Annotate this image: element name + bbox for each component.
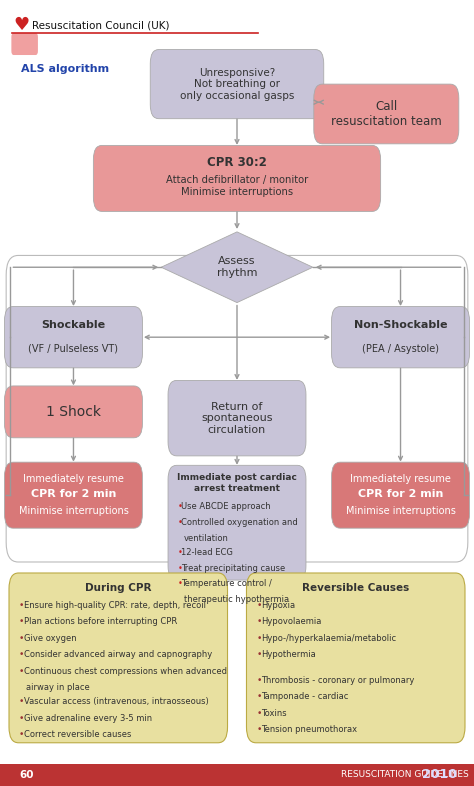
Text: 2010: 2010	[422, 769, 457, 781]
Text: Attach defibrillator / monitor
Minimise interruptions: Attach defibrillator / monitor Minimise …	[166, 175, 308, 197]
Text: airway in place: airway in place	[26, 683, 90, 692]
Text: Tamponade - cardiac: Tamponade - cardiac	[261, 692, 348, 701]
Text: Return of
spontaneous
circulation: Return of spontaneous circulation	[201, 402, 273, 435]
Text: •: •	[256, 692, 262, 701]
Text: •: •	[256, 709, 262, 718]
FancyBboxPatch shape	[168, 465, 306, 580]
Text: Ensure high-quality CPR: rate, depth, recoil: Ensure high-quality CPR: rate, depth, re…	[24, 601, 206, 609]
FancyBboxPatch shape	[150, 50, 324, 119]
Text: Hypovolaemia: Hypovolaemia	[261, 617, 321, 626]
FancyBboxPatch shape	[5, 307, 142, 368]
Text: CPR for 2 min: CPR for 2 min	[31, 489, 116, 498]
FancyBboxPatch shape	[331, 307, 469, 368]
Text: Continuous chest compressions when advanced: Continuous chest compressions when advan…	[24, 667, 227, 675]
Text: Correct reversible causes: Correct reversible causes	[24, 730, 131, 739]
Text: •: •	[19, 617, 24, 626]
Text: Vascular access (intravenous, intraosseous): Vascular access (intravenous, intraosseo…	[24, 697, 209, 706]
Text: RESUSCITATION GUIDELINES: RESUSCITATION GUIDELINES	[341, 770, 469, 780]
Text: 60: 60	[19, 770, 34, 780]
Text: Shockable: Shockable	[41, 321, 106, 330]
FancyBboxPatch shape	[314, 84, 459, 144]
FancyBboxPatch shape	[93, 145, 381, 211]
Text: During CPR: During CPR	[85, 583, 152, 593]
Text: Controlled oxygenation and: Controlled oxygenation and	[182, 518, 298, 527]
Polygon shape	[161, 232, 313, 303]
Text: •: •	[256, 676, 262, 685]
Text: •: •	[178, 518, 183, 527]
Text: •: •	[178, 579, 183, 588]
Text: •: •	[19, 650, 24, 659]
Text: •: •	[19, 697, 24, 706]
Text: •: •	[19, 714, 24, 722]
Text: Give adrenaline every 3-5 min: Give adrenaline every 3-5 min	[24, 714, 152, 722]
Text: Non-Shockable: Non-Shockable	[354, 321, 447, 330]
Text: CPR for 2 min: CPR for 2 min	[358, 489, 443, 498]
Text: ♥: ♥	[13, 17, 29, 34]
FancyBboxPatch shape	[5, 386, 142, 438]
Text: Immediately resume: Immediately resume	[23, 475, 124, 484]
Text: arrest treatment: arrest treatment	[194, 483, 280, 493]
Text: ventilation: ventilation	[184, 534, 228, 542]
Text: •: •	[256, 617, 262, 626]
Text: Immediately resume: Immediately resume	[350, 475, 451, 484]
Text: Treat precipitating cause: Treat precipitating cause	[182, 564, 285, 572]
Text: Minimise interruptions: Minimise interruptions	[346, 506, 456, 516]
Text: •: •	[19, 634, 24, 642]
FancyBboxPatch shape	[331, 462, 469, 528]
Text: •: •	[178, 548, 183, 556]
FancyBboxPatch shape	[11, 33, 38, 55]
FancyBboxPatch shape	[9, 573, 228, 743]
Text: •: •	[178, 564, 183, 572]
Text: Hypoxia: Hypoxia	[261, 601, 295, 609]
FancyBboxPatch shape	[0, 764, 474, 786]
Text: Hypo-/hyperkalaemia/metabolic: Hypo-/hyperkalaemia/metabolic	[261, 634, 396, 642]
Text: (VF / Pulseless VT): (VF / Pulseless VT)	[28, 344, 118, 354]
Text: Hypothermia: Hypothermia	[261, 650, 316, 659]
FancyBboxPatch shape	[5, 462, 142, 528]
Text: Thrombosis - coronary or pulmonary: Thrombosis - coronary or pulmonary	[261, 676, 415, 685]
Text: Call
resuscitation team: Call resuscitation team	[331, 100, 442, 128]
Text: 1 Shock: 1 Shock	[46, 405, 101, 419]
Text: ALS algorithm: ALS algorithm	[21, 64, 109, 74]
Text: (PEA / Asystole): (PEA / Asystole)	[362, 344, 439, 354]
Text: Use ABCDE approach: Use ABCDE approach	[182, 502, 271, 511]
Text: Reversible Causes: Reversible Causes	[302, 583, 410, 593]
Text: Assess
rhythm: Assess rhythm	[217, 256, 257, 278]
Text: therapeutic hypothermia: therapeutic hypothermia	[184, 595, 289, 604]
Text: Consider advanced airway and capnography: Consider advanced airway and capnography	[24, 650, 212, 659]
Text: •: •	[19, 667, 24, 675]
FancyBboxPatch shape	[246, 573, 465, 743]
Text: •: •	[19, 601, 24, 609]
Text: Temperature control /: Temperature control /	[182, 579, 272, 588]
Text: •: •	[19, 730, 24, 739]
Text: •: •	[256, 634, 262, 642]
Text: Minimise interruptions: Minimise interruptions	[18, 506, 128, 516]
Text: Plan actions before interrupting CPR: Plan actions before interrupting CPR	[24, 617, 177, 626]
Text: Resuscitation Council (UK): Resuscitation Council (UK)	[32, 20, 170, 30]
Text: Tension pneumothorax: Tension pneumothorax	[261, 725, 357, 734]
Text: Give oxygen: Give oxygen	[24, 634, 76, 642]
Text: Unresponsive?
Not breathing or
only occasional gasps: Unresponsive? Not breathing or only occa…	[180, 68, 294, 101]
Text: •: •	[256, 650, 262, 659]
Text: •: •	[178, 502, 183, 511]
Text: CPR 30:2: CPR 30:2	[207, 156, 267, 169]
Text: •: •	[256, 725, 262, 734]
Text: •: •	[256, 601, 262, 609]
Text: Immediate post cardiac: Immediate post cardiac	[177, 472, 297, 482]
Text: 12-lead ECG: 12-lead ECG	[182, 548, 233, 556]
FancyBboxPatch shape	[168, 380, 306, 456]
Text: Toxins: Toxins	[261, 709, 287, 718]
